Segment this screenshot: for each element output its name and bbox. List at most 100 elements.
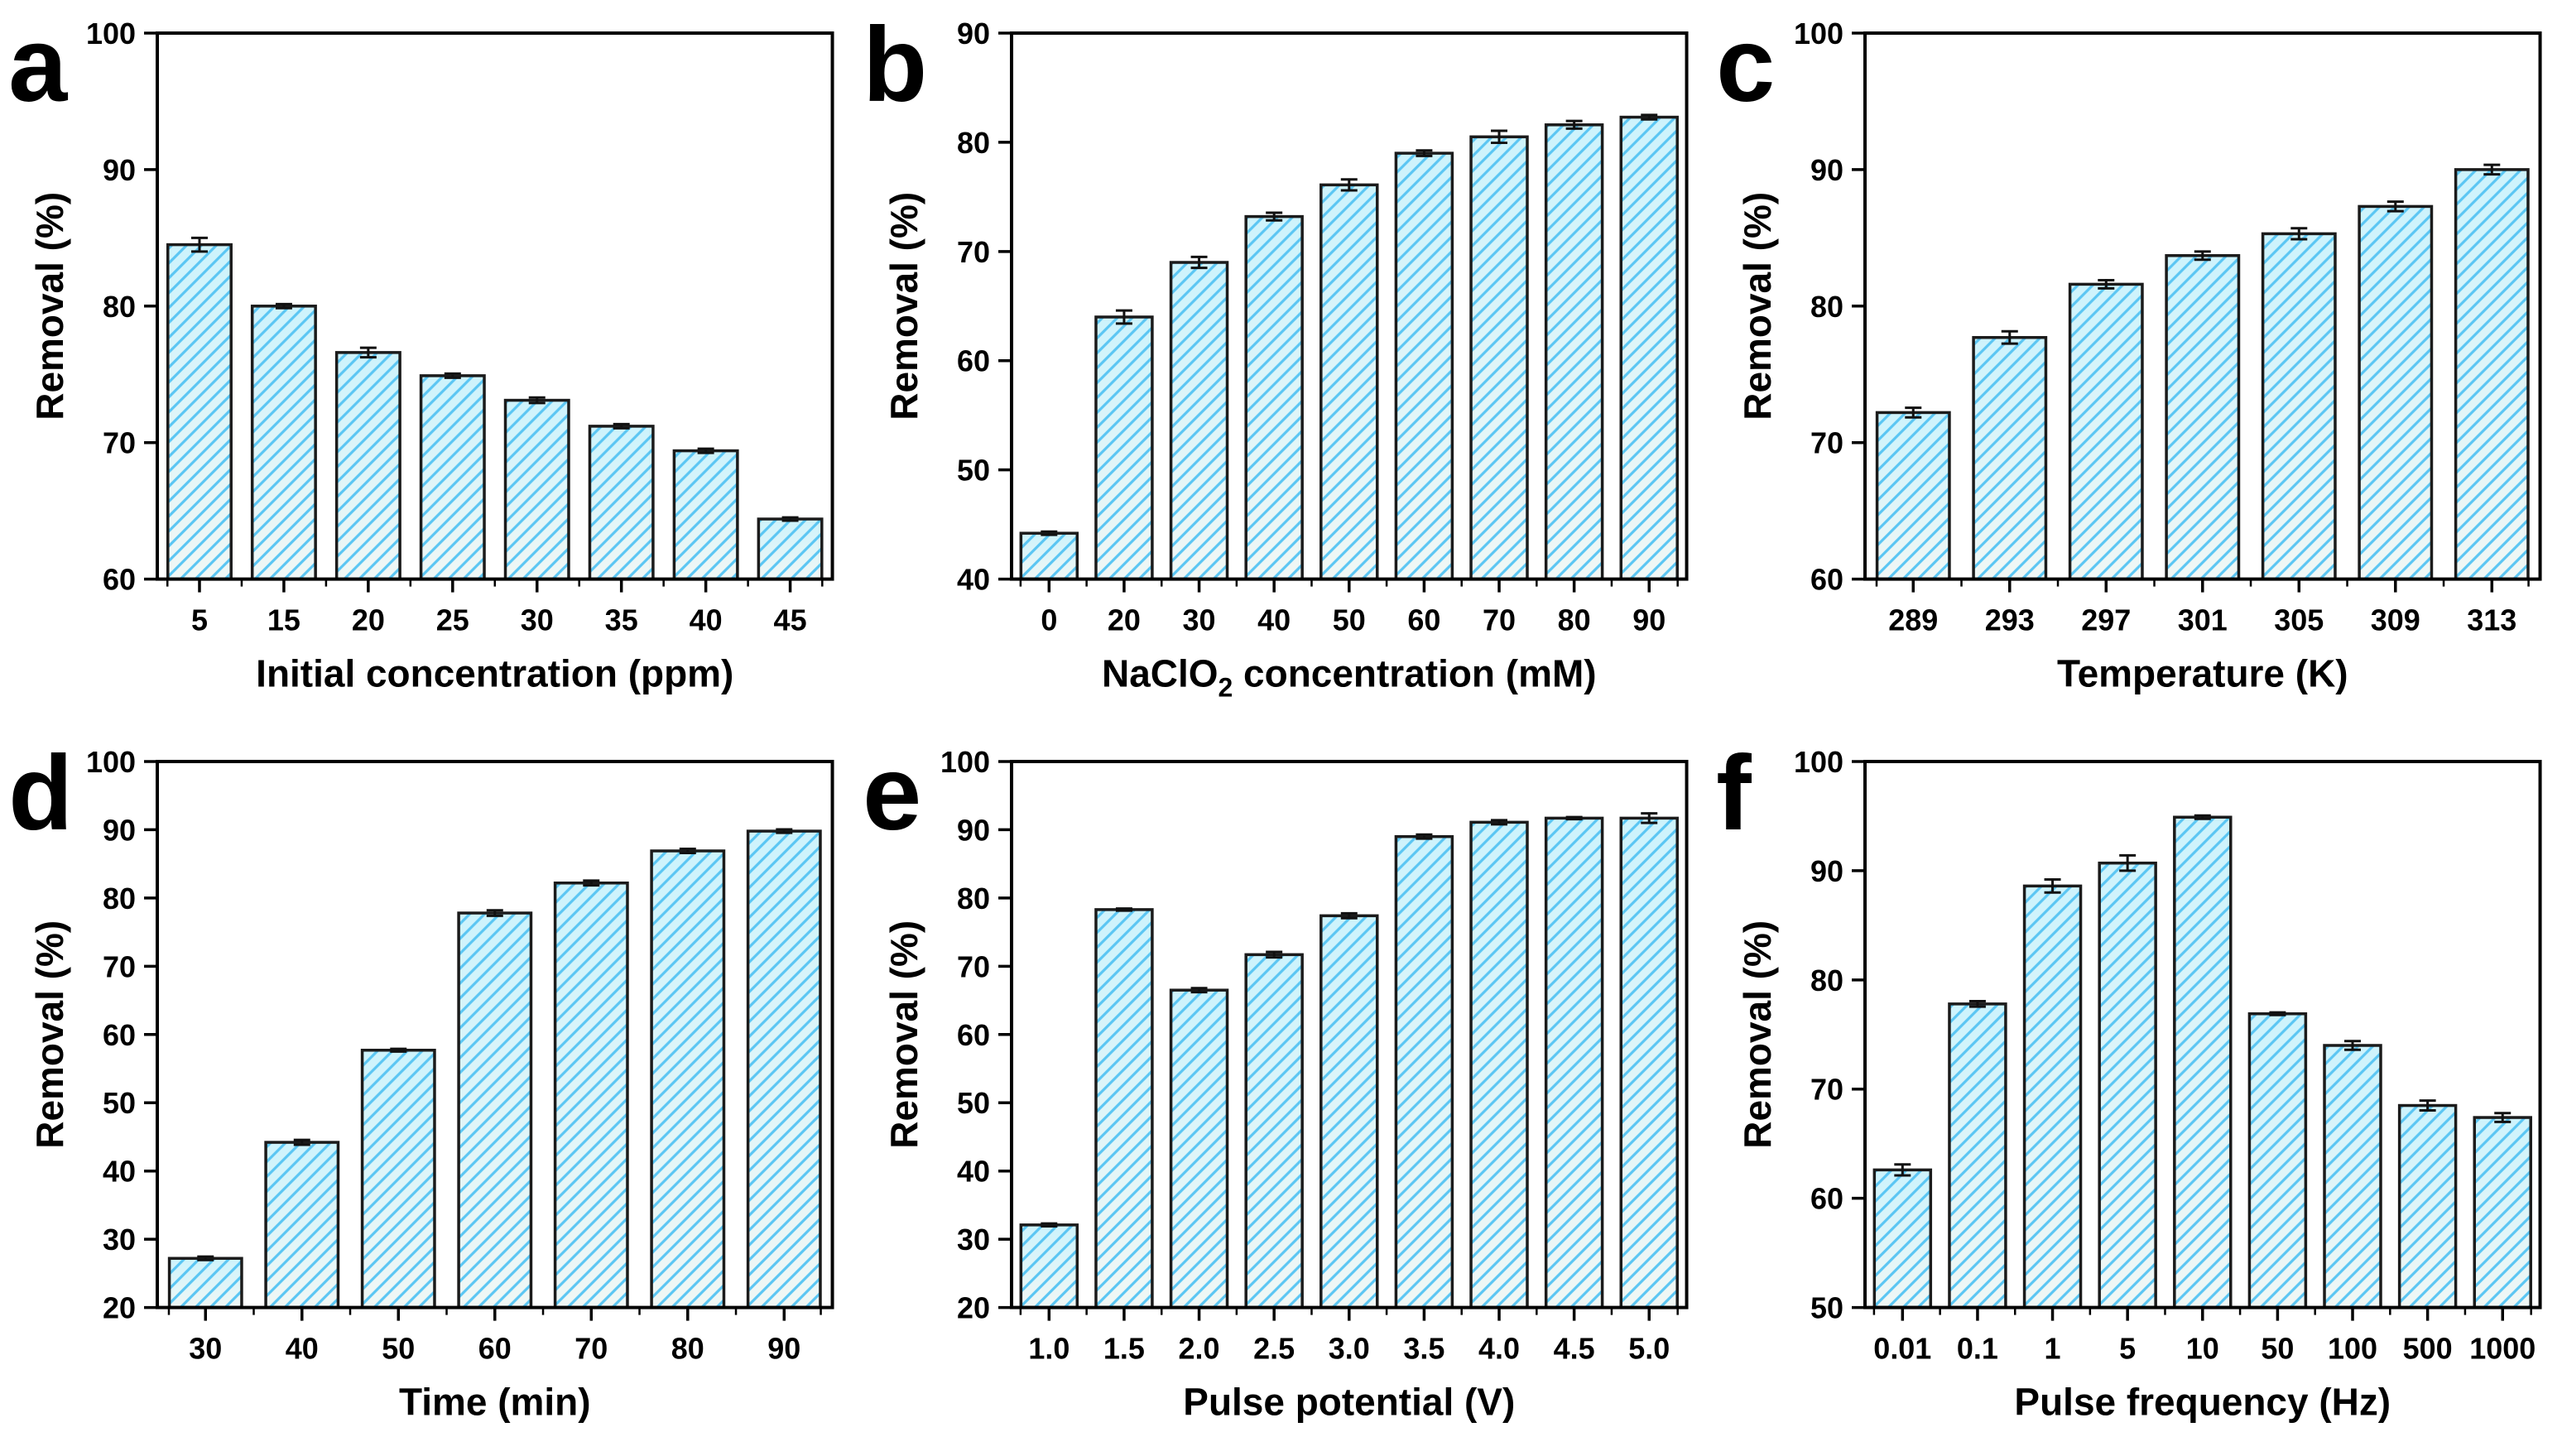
x-tick-label: 293 xyxy=(1985,603,2035,637)
y-tick-label: 60 xyxy=(1810,1181,1843,1215)
error-bar xyxy=(444,372,461,379)
axes-ticks xyxy=(997,31,1679,593)
bar-hatch xyxy=(1874,1169,1931,1308)
panel-d: 20 30 40 50 60 70 80 90 100 30 40 50 60 70 80 90 Time (m… xyxy=(0,728,854,1456)
x-tick-label: 5.0 xyxy=(1628,1331,1670,1365)
x-tick-label: 45 xyxy=(774,603,807,637)
error-bar xyxy=(1040,1222,1057,1228)
bar-hatch xyxy=(1620,817,1677,1308)
bar-hatch xyxy=(1877,412,1950,579)
bar-hatch xyxy=(2099,863,2156,1308)
x-tick-label: 40 xyxy=(286,1331,319,1365)
error-bar xyxy=(2494,1111,2512,1123)
y-tick-label: 100 xyxy=(86,17,136,50)
bar-hatch xyxy=(421,375,485,579)
panel-letter: b xyxy=(863,6,927,124)
y-tick-label: 30 xyxy=(103,1223,136,1257)
bar-hatch xyxy=(1170,262,1228,579)
error-bar xyxy=(190,236,208,253)
error-bar xyxy=(1265,211,1282,222)
bar-hatch xyxy=(2455,169,2529,579)
x-axis-title: Pulse frequency (Hz) xyxy=(2015,1380,2391,1423)
bar-hatch xyxy=(1245,216,1302,579)
x-tick-label: 40 xyxy=(690,603,723,637)
bar-hatch xyxy=(167,244,232,579)
bar-hatch xyxy=(1021,533,1077,579)
error-bar xyxy=(613,422,630,430)
bar-hatch xyxy=(1949,1003,2007,1308)
x-tick-label: 0.01 xyxy=(1874,1331,1932,1365)
error-bar xyxy=(1115,309,1132,325)
x-tick-label: 3.0 xyxy=(1328,1331,1369,1365)
y-tick-label: 30 xyxy=(957,1223,990,1257)
y-tick-label: 50 xyxy=(957,454,990,488)
x-tick-label: 100 xyxy=(2328,1331,2377,1365)
bars-group xyxy=(1876,163,2531,581)
x-tick-label: 313 xyxy=(2468,603,2517,637)
bar-hatch xyxy=(1095,909,1152,1308)
y-tick-label: 90 xyxy=(103,813,136,847)
x-tick-label: 30 xyxy=(1182,603,1215,637)
error-bar xyxy=(1640,113,1657,121)
axes-ticks xyxy=(1852,31,2531,593)
bar-hatch xyxy=(1545,124,1603,579)
x-tick-label: 30 xyxy=(521,603,554,637)
y-tick-label: 20 xyxy=(103,1290,136,1324)
bar-hatch xyxy=(169,1257,242,1308)
x-tick-label: 90 xyxy=(767,1331,800,1365)
x-tick-label: 289 xyxy=(1889,603,1939,637)
error-bar xyxy=(486,908,503,917)
x-tick-label: 4.0 xyxy=(1478,1331,1520,1365)
bar-hatch xyxy=(336,352,401,579)
x-tick-label: 90 xyxy=(1632,603,1666,637)
bar-hatch xyxy=(1245,954,1302,1308)
chart-c: 60 70 80 90 100 289 293 297 301 305 309 313 Temperat… xyxy=(1716,6,2542,695)
bar-hatch xyxy=(2175,816,2232,1308)
x-tick-label: 0 xyxy=(1041,603,1057,637)
bar-hatch xyxy=(1320,185,1377,579)
chart-f: 50 60 70 80 90 100 0.01 0.1 1 5 10 50 100 500 1000 Puls… xyxy=(1716,733,2542,1423)
error-bar xyxy=(679,847,696,854)
axes-ticks xyxy=(1852,759,2533,1321)
error-bar xyxy=(2483,163,2501,176)
x-tick-label: 5 xyxy=(191,603,208,637)
bar-hatch xyxy=(2474,1117,2531,1308)
y-tick-label: 80 xyxy=(103,881,136,915)
bar-hatch xyxy=(1095,316,1152,579)
y-tick-label: 100 xyxy=(940,744,990,778)
panel-letter: d xyxy=(8,733,73,852)
error-bar xyxy=(1894,1162,1911,1176)
x-tick-label: 1.5 xyxy=(1103,1331,1145,1365)
panel-c: 60 70 80 90 100 289 293 297 301 305 309 313 Temperat… xyxy=(1708,0,2562,728)
bars-group xyxy=(167,828,822,1309)
bar-hatch xyxy=(252,305,316,579)
x-tick-label: 30 xyxy=(189,1331,222,1365)
error-bar xyxy=(2419,1098,2436,1112)
axes-ticks xyxy=(144,31,824,593)
chart-d: 20 30 40 50 60 70 80 90 100 30 40 50 60 70 80 90 Time (m… xyxy=(8,733,834,1423)
error-bar xyxy=(781,516,799,522)
y-tick-label: 90 xyxy=(1810,153,1843,187)
bar-hatch xyxy=(362,1050,435,1308)
error-bar xyxy=(197,1255,214,1261)
x-tick-label: 50 xyxy=(1332,603,1365,637)
y-tick-label: 80 xyxy=(1810,290,1843,324)
x-tick-label: 70 xyxy=(1483,603,1516,637)
axes-ticks xyxy=(997,759,1679,1321)
x-tick-label: 4.5 xyxy=(1553,1331,1594,1365)
x-tick-label: 2.5 xyxy=(1253,1331,1295,1365)
x-tick-label: 1.0 xyxy=(1028,1331,1070,1365)
y-axis-title: Removal (%) xyxy=(28,920,71,1148)
panel-a: 60 70 80 90 100 5 15 20 25 30 35 40 45 Initial concen… xyxy=(0,0,854,728)
bars-group xyxy=(1019,113,1679,581)
x-tick-label: 10 xyxy=(2186,1331,2219,1365)
bar-hatch xyxy=(555,882,627,1308)
error-bar xyxy=(2119,853,2137,872)
bar-hatch xyxy=(2249,1013,2306,1308)
panel-letter: e xyxy=(863,733,921,852)
y-tick-label: 80 xyxy=(957,881,990,915)
bar-hatch xyxy=(2166,255,2239,579)
chart-e: 20 30 40 50 60 70 80 90 100 1.0 1.5 2.0 2.5 3.0 3.5 4.0… xyxy=(863,733,1689,1423)
bar-hatch xyxy=(1470,137,1527,579)
